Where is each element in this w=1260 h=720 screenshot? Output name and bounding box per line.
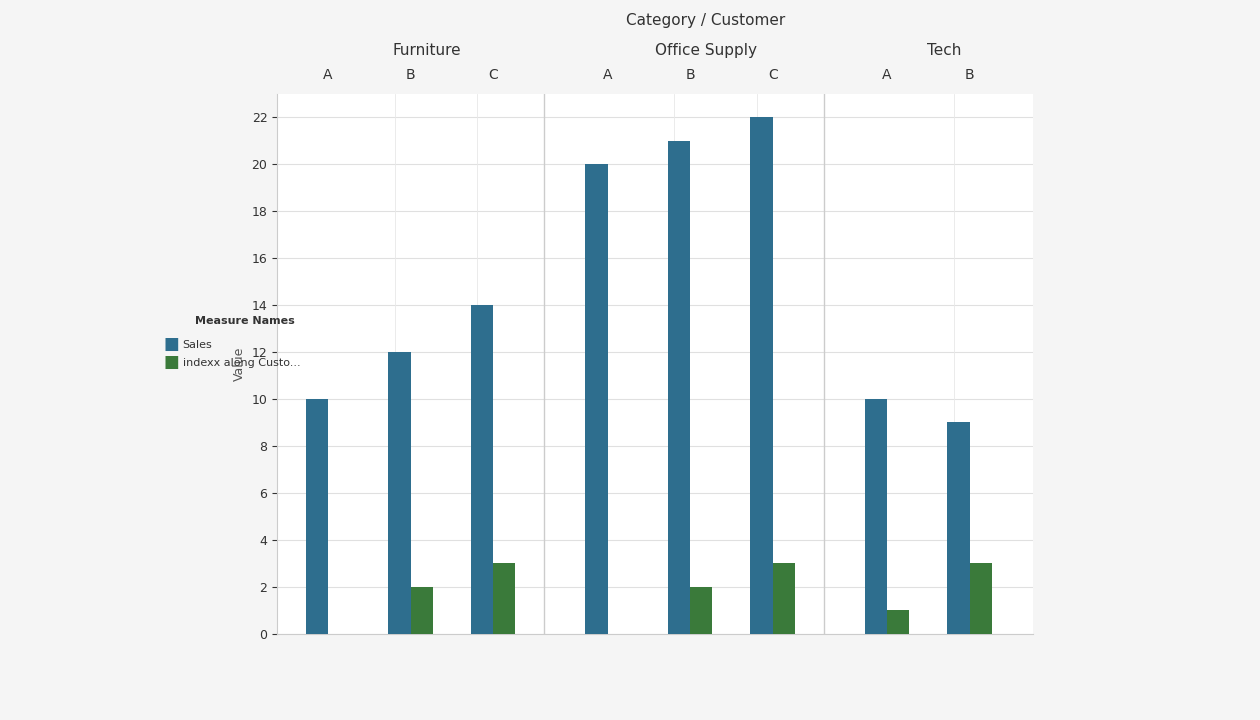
Text: B: B [406,68,416,82]
Bar [586,164,607,634]
Text: Sales: Sales [183,340,213,350]
Bar [948,423,970,634]
Text: B: B [685,68,696,82]
Text: B: B [965,68,974,82]
Text: Office Supply: Office Supply [655,43,757,58]
Text: Category / Customer: Category / Customer [626,13,786,28]
Bar [690,587,712,634]
Text: C: C [489,68,498,82]
Text: C: C [767,68,777,82]
Y-axis label: Value: Value [233,346,246,381]
Text: ■: ■ [164,336,180,354]
Text: ■: ■ [164,354,180,372]
Text: Furniture: Furniture [392,43,461,58]
Bar [772,563,795,634]
Bar [887,610,910,634]
Text: A: A [324,68,333,82]
Bar [864,399,887,634]
Bar [668,140,690,634]
Bar [751,117,772,634]
Bar [306,399,328,634]
Bar [411,587,433,634]
Text: Tech: Tech [927,43,961,58]
Text: A: A [882,68,892,82]
Bar [388,352,411,634]
Bar [471,305,493,634]
Bar [493,563,515,634]
Bar [970,563,992,634]
Text: Measure Names: Measure Names [195,316,295,326]
Text: indexx along Custo...: indexx along Custo... [183,358,300,368]
Text: A: A [602,68,612,82]
